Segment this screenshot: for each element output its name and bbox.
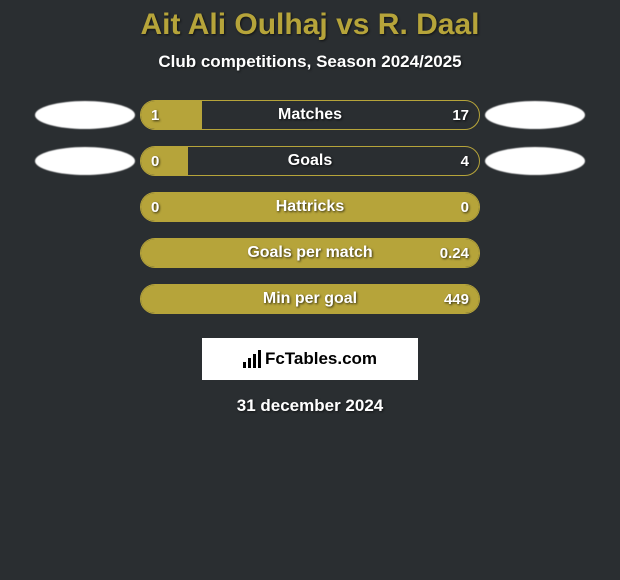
stat-row: 0.24Goals per match <box>0 238 620 268</box>
left-badge-slot <box>30 101 140 129</box>
footer-logo-text: FcTables.com <box>265 349 377 369</box>
stat-value-left: 1 <box>151 101 159 129</box>
stat-bar: 0.24Goals per match <box>140 238 480 268</box>
comparison-infographic: Ait Ali Oulhaj vs R. Daal Club competiti… <box>0 0 620 416</box>
stat-value-right: 17 <box>452 101 469 129</box>
stat-bar: 00Hattricks <box>140 192 480 222</box>
stat-bar: 117Matches <box>140 100 480 130</box>
right-badge-slot <box>480 101 590 129</box>
stat-bar-fill <box>141 239 479 267</box>
stat-bar-fill <box>141 147 188 175</box>
stat-rows: 117Matches04Goals00Hattricks0.24Goals pe… <box>0 100 620 330</box>
chart-icon <box>243 350 261 368</box>
stat-row: 117Matches <box>0 100 620 130</box>
page-subtitle: Club competitions, Season 2024/2025 <box>158 52 461 72</box>
team-badge-left <box>35 147 135 175</box>
stat-bar-fill <box>141 285 479 313</box>
footer-logo: FcTables.com <box>202 338 418 380</box>
stat-value-left: 0 <box>151 193 159 221</box>
team-badge-right <box>485 101 585 129</box>
stat-bar-fill <box>141 193 479 221</box>
stat-bar: 04Goals <box>140 146 480 176</box>
team-badge-left <box>35 101 135 129</box>
stat-value-right: 0.24 <box>440 239 469 267</box>
page-title: Ait Ali Oulhaj vs R. Daal <box>141 8 480 42</box>
stat-row: 00Hattricks <box>0 192 620 222</box>
right-badge-slot <box>480 147 590 175</box>
footer-date: 31 december 2024 <box>237 396 384 416</box>
stat-row: 04Goals <box>0 146 620 176</box>
stat-bar: 449Min per goal <box>140 284 480 314</box>
stat-value-left: 0 <box>151 147 159 175</box>
stat-row: 449Min per goal <box>0 284 620 314</box>
stat-value-right: 4 <box>461 147 469 175</box>
team-badge-right <box>485 147 585 175</box>
left-badge-slot <box>30 147 140 175</box>
stat-value-right: 0 <box>461 193 469 221</box>
stat-value-right: 449 <box>444 285 469 313</box>
